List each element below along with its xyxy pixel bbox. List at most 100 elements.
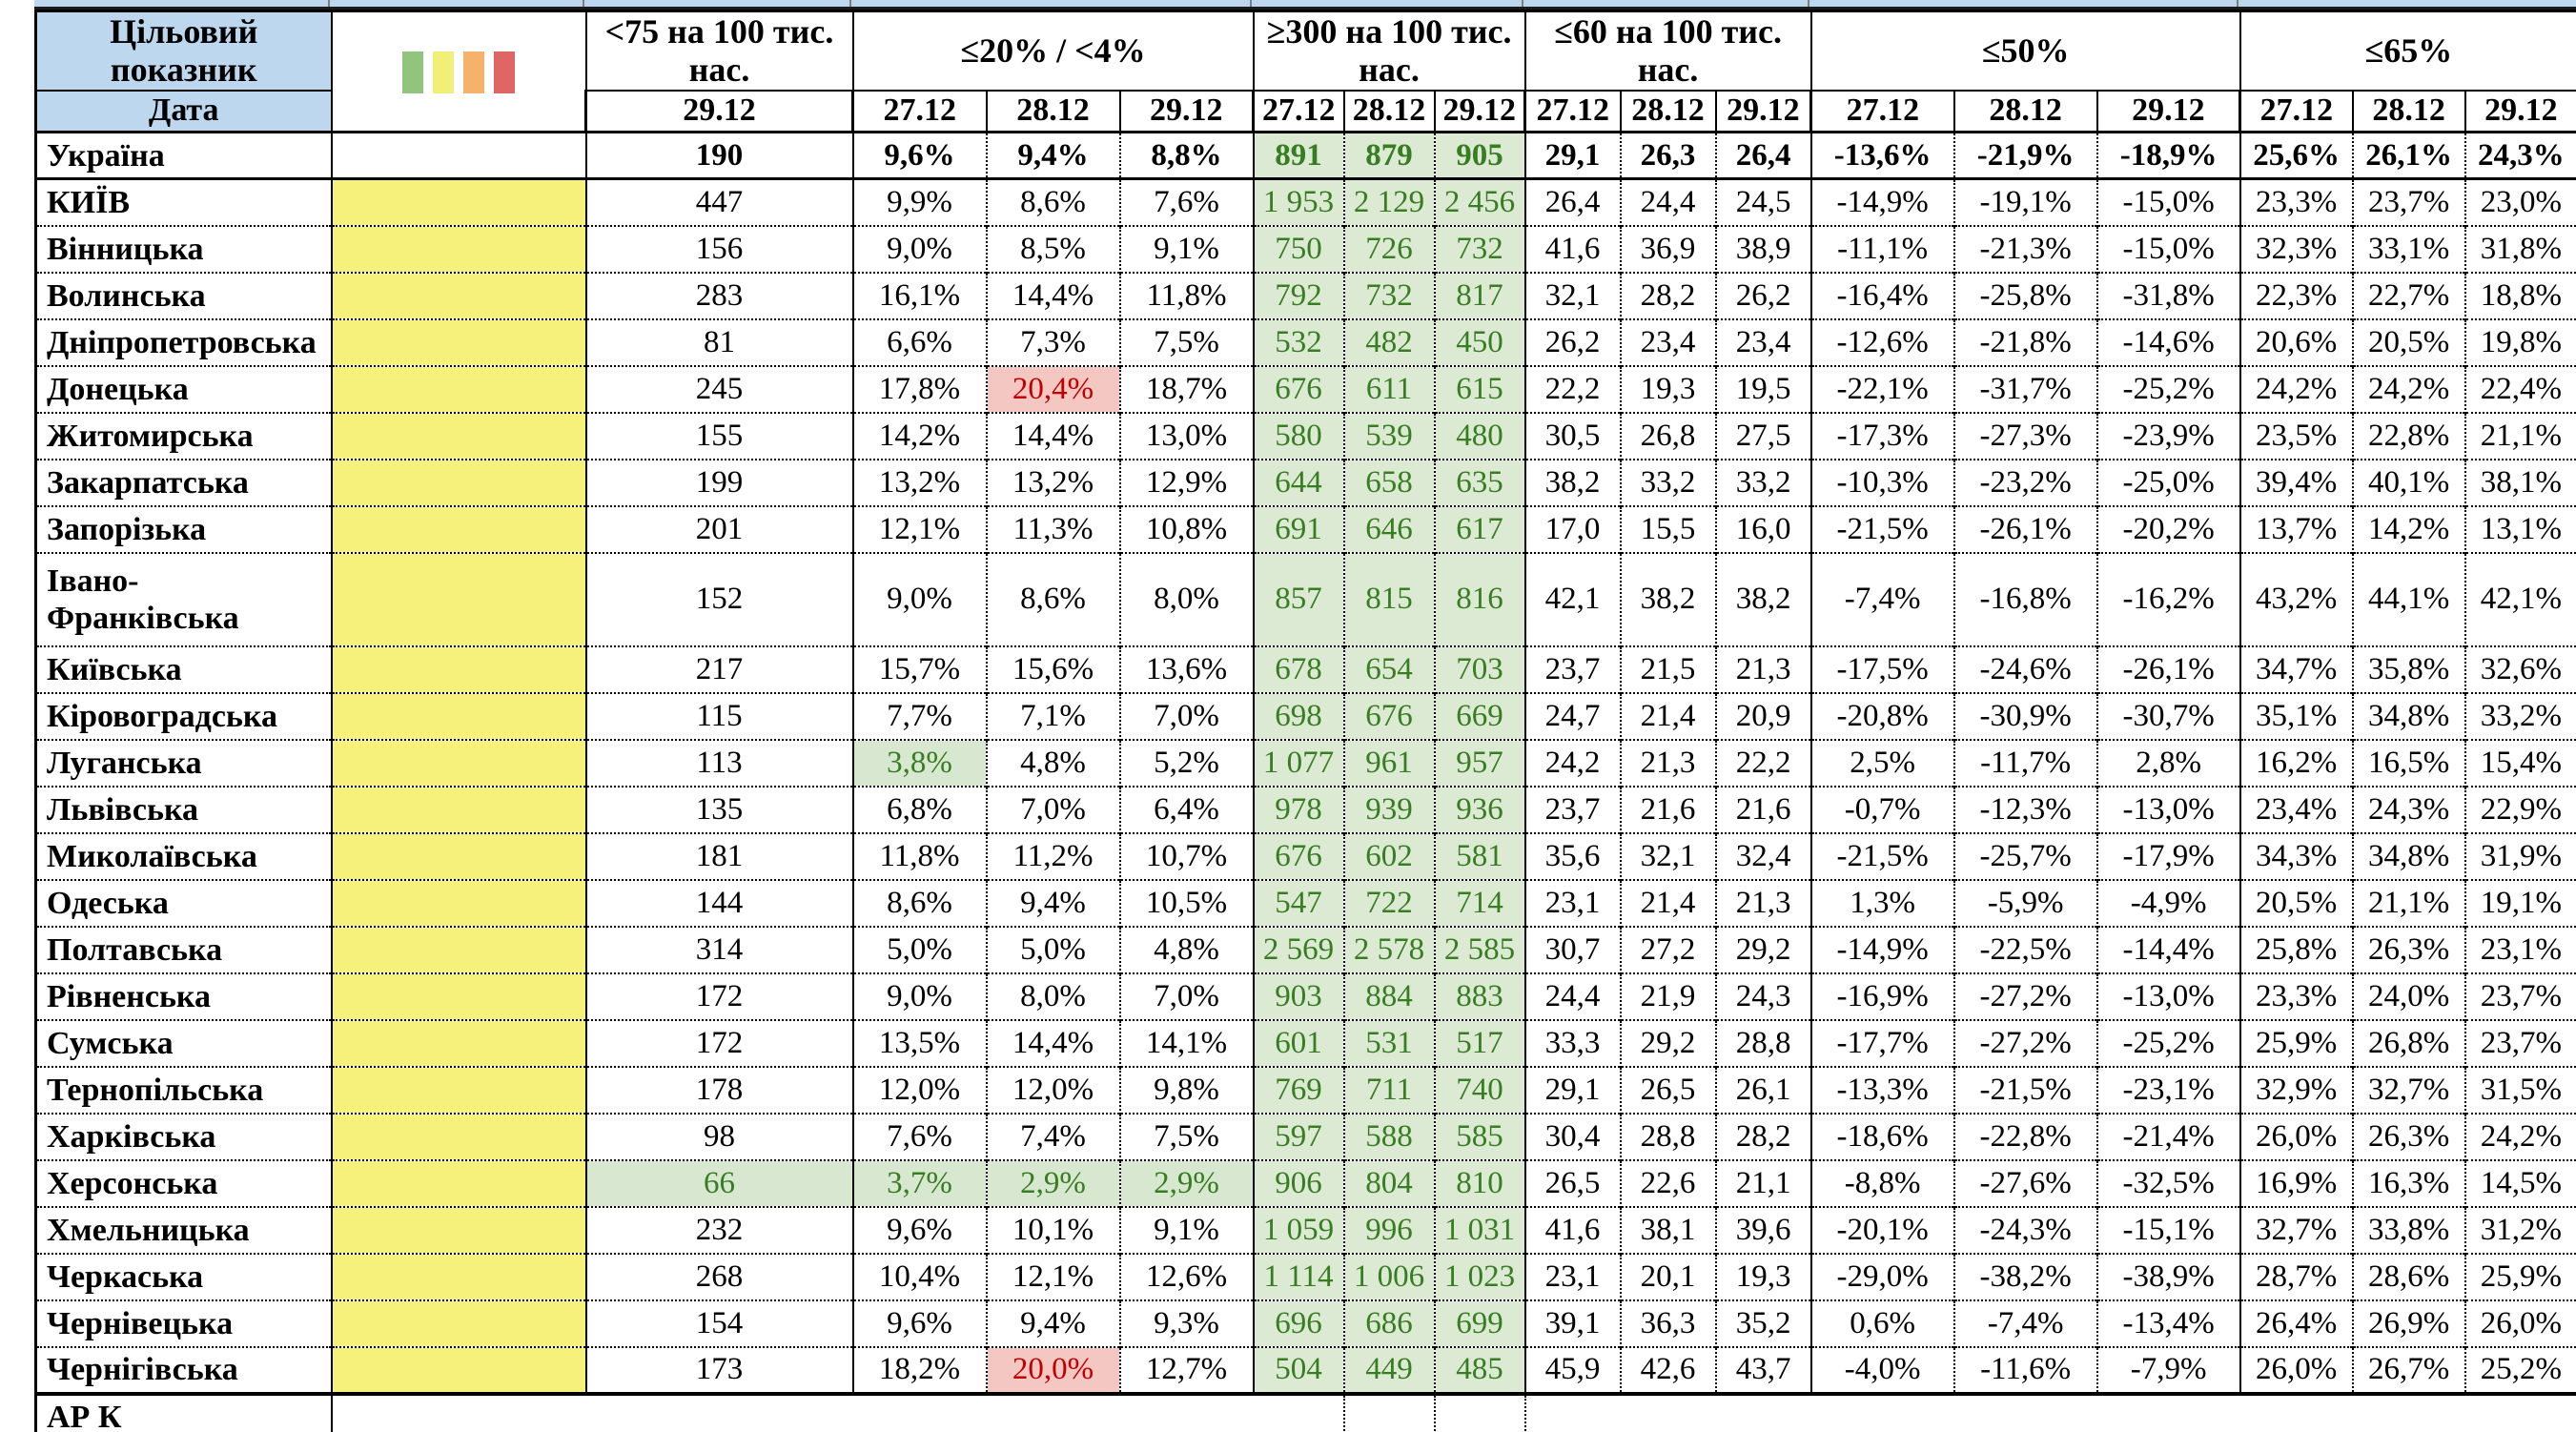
value-cell[interactable]: 32,3% — [2239, 225, 2353, 273]
value-cell[interactable]: 155 — [584, 412, 853, 460]
region-name[interactable]: Київська — [47, 651, 182, 687]
value-cell[interactable]: -22,5% — [1952, 926, 2097, 973]
value-cell[interactable]: -38,2% — [1952, 1253, 2097, 1300]
value-cell[interactable]: 23,7% — [2351, 178, 2465, 226]
indicator-cell[interactable] — [330, 505, 586, 553]
value-cell[interactable]: 26,0% — [2239, 1113, 2353, 1160]
value-cell[interactable]: 7,0% — [1118, 972, 1254, 1020]
value-cell[interactable]: 245 — [584, 365, 853, 413]
value-cell[interactable]: 816 — [1433, 552, 1525, 646]
value-cell[interactable]: 173 — [584, 1346, 853, 1394]
value-cell[interactable]: -31,7% — [1952, 365, 2097, 413]
value-cell[interactable]: 29,1 — [1523, 1066, 1621, 1114]
value-cell[interactable]: 29,2 — [1714, 926, 1811, 973]
value-cell[interactable]: 5,2% — [1118, 739, 1254, 787]
value-cell[interactable]: 11,2% — [985, 832, 1120, 880]
value-cell[interactable]: -11,1% — [1809, 225, 1954, 273]
value-cell[interactable]: 32,6% — [2464, 645, 2576, 693]
value-cell[interactable]: 7,6% — [1118, 178, 1254, 226]
value-cell[interactable]: 24,5 — [1714, 178, 1811, 226]
value-cell[interactable]: 38,2 — [1619, 552, 1716, 646]
indicator-cell[interactable] — [330, 132, 586, 179]
value-cell[interactable]: 24,7 — [1523, 692, 1621, 740]
value-cell[interactable]: 34,8% — [2351, 692, 2465, 740]
value-cell[interactable]: 18,7% — [1118, 365, 1254, 413]
value-cell[interactable]: 26,0% — [2464, 1299, 2576, 1347]
value-cell[interactable]: 26,4 — [1523, 178, 1621, 226]
value-cell[interactable]: 879 — [1342, 132, 1435, 179]
value-cell[interactable]: 6,8% — [851, 786, 987, 833]
value-cell[interactable]: -7,9% — [2096, 1346, 2240, 1394]
value-cell[interactable]: 8,5% — [985, 225, 1120, 273]
value-cell[interactable]: 33,2 — [1714, 459, 1811, 506]
value-cell[interactable]: 172 — [584, 972, 853, 1020]
value-cell[interactable]: 10,1% — [985, 1206, 1120, 1254]
value-cell[interactable]: 32,1 — [1619, 832, 1716, 880]
value-cell[interactable]: 2 456 — [1433, 178, 1525, 226]
value-cell[interactable]: 26,8 — [1619, 412, 1716, 460]
value-cell[interactable]: 29,2 — [1619, 1019, 1716, 1067]
value-cell[interactable]: 13,1% — [2464, 505, 2576, 553]
value-cell[interactable]: 539 — [1342, 412, 1435, 460]
value-cell[interactable]: 15,6% — [985, 645, 1120, 693]
value-cell[interactable]: 12,0% — [985, 1066, 1120, 1114]
value-cell[interactable]: 31,9% — [2464, 832, 2576, 880]
value-cell[interactable]: 23,1 — [1523, 1253, 1621, 1300]
value-cell[interactable]: 26,1% — [2351, 132, 2465, 179]
value-cell[interactable]: -25,8% — [1952, 272, 2097, 319]
value-cell[interactable]: -25,2% — [2096, 1019, 2240, 1067]
value-cell[interactable]: 34,8% — [2351, 832, 2465, 880]
indicator-cell[interactable] — [330, 1206, 586, 1254]
value-cell[interactable]: 38,1% — [2464, 459, 2576, 506]
value-cell[interactable]: 14,4% — [985, 1019, 1120, 1067]
value-cell[interactable]: 16,5% — [2351, 739, 2465, 787]
value-cell[interactable]: 9,9% — [851, 178, 987, 226]
date-cell[interactable]: 29.12 — [1118, 89, 1255, 133]
value-cell[interactable]: 30,4 — [1523, 1113, 1621, 1160]
date-cell[interactable]: 28.12 — [985, 89, 1121, 133]
value-cell[interactable]: 16,2% — [2239, 739, 2353, 787]
value-cell[interactable]: -10,3% — [1809, 459, 1954, 506]
value-cell[interactable]: 17,8% — [851, 365, 987, 413]
value-cell[interactable]: -13,0% — [2096, 972, 2240, 1020]
date-cell[interactable]: 27.12 — [1523, 89, 1622, 133]
value-cell[interactable]: 617 — [1433, 505, 1525, 553]
value-cell[interactable]: -20,1% — [1809, 1206, 1954, 1254]
value-cell[interactable]: 32,7% — [2351, 1066, 2465, 1114]
value-cell[interactable]: -24,3% — [1952, 1206, 2097, 1254]
value-cell[interactable] — [586, 1394, 853, 1432]
value-cell[interactable]: 3,8% — [851, 739, 987, 787]
value-cell[interactable]: 21,5 — [1619, 645, 1716, 693]
value-cell[interactable]: 23,5% — [2239, 412, 2353, 460]
value-cell[interactable]: 646 — [1342, 505, 1435, 553]
value-cell[interactable]: -18,9% — [2096, 132, 2240, 179]
value-cell[interactable]: 9,8% — [1118, 1066, 1254, 1114]
value-cell[interactable]: 26,5 — [1523, 1159, 1621, 1207]
value-cell[interactable]: 17,0 — [1523, 505, 1621, 553]
value-cell[interactable]: 314 — [584, 926, 853, 973]
value-cell[interactable]: 804 — [1342, 1159, 1435, 1207]
value-cell[interactable]: 597 — [1252, 1113, 1344, 1160]
value-cell[interactable]: -27,3% — [1952, 412, 2097, 460]
value-cell[interactable] — [1120, 1394, 1254, 1432]
value-cell[interactable]: 25,6% — [2239, 132, 2353, 179]
value-cell[interactable]: 2 129 — [1342, 178, 1435, 226]
indicator-cell[interactable] — [330, 692, 586, 740]
value-cell[interactable]: 10,8% — [1118, 505, 1254, 553]
value-cell[interactable]: 9,4% — [985, 1299, 1120, 1347]
indicator-cell[interactable] — [330, 1393, 586, 1432]
value-cell[interactable]: -4,9% — [2096, 879, 2240, 927]
date-cell[interactable]: 28.12 — [1342, 89, 1436, 133]
value-cell[interactable]: 26,0% — [2239, 1346, 2353, 1394]
indicator-cell[interactable] — [330, 926, 586, 973]
value-cell[interactable]: 23,0% — [2464, 178, 2576, 226]
value-cell[interactable]: 115 — [584, 692, 853, 740]
value-cell[interactable]: 588 — [1342, 1113, 1435, 1160]
value-cell[interactable]: -25,0% — [2096, 459, 2240, 506]
value-cell[interactable]: 28,8 — [1714, 1019, 1811, 1067]
value-cell[interactable]: 13,5% — [851, 1019, 987, 1067]
value-cell[interactable]: 961 — [1342, 739, 1435, 787]
region-name[interactable]: Сумська — [47, 1025, 174, 1061]
value-cell[interactable]: 14,5% — [2464, 1159, 2576, 1207]
value-cell[interactable]: 547 — [1252, 879, 1344, 927]
